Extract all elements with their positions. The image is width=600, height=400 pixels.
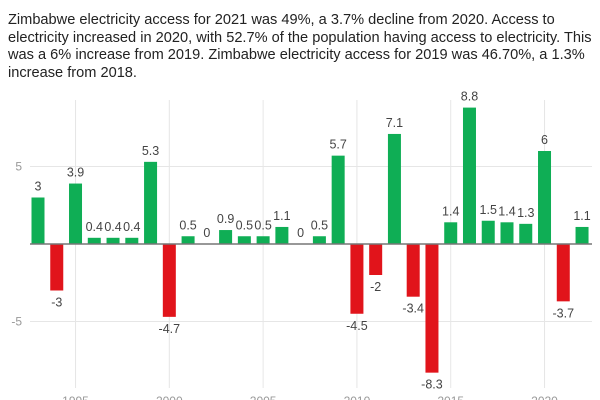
x-tick-label: 2010 [344, 394, 371, 400]
data-label-2018: 1.4 [498, 204, 515, 218]
data-label-1993: 3 [35, 180, 42, 194]
bar-1994 [50, 244, 64, 291]
data-label-2021: -3.7 [553, 306, 575, 320]
x-tick-label: 1995 [62, 394, 89, 400]
bar-1999 [144, 161, 158, 244]
bar-1997 [106, 237, 120, 244]
x-tick-label: 2015 [437, 394, 464, 400]
data-label-2006: 1.1 [273, 209, 290, 223]
x-tick-label: 2005 [250, 394, 277, 400]
data-label-2008: 0.5 [311, 218, 328, 232]
data-label-2000: -4.7 [159, 322, 181, 336]
bar-1998 [125, 237, 139, 244]
data-label-2004: 0.5 [236, 218, 253, 232]
bar-1996 [87, 237, 101, 244]
x-tick-label: 2020 [531, 394, 558, 400]
data-label-1999: 5.3 [142, 144, 159, 158]
data-label-1998: 0.4 [123, 220, 140, 234]
data-label-2017: 1.5 [480, 203, 497, 217]
x-tick-label: 2000 [156, 394, 183, 400]
bar-2022 [575, 226, 589, 244]
bar-2000 [162, 244, 176, 317]
data-label-2001: 0.5 [179, 218, 196, 232]
bar-2010 [350, 244, 364, 314]
bar-2012 [387, 133, 401, 244]
y-tick-label: 5 [15, 160, 22, 174]
summary-text: Zimbabwe electricity access for 2021 was… [8, 12, 592, 81]
data-label-2002: 0 [203, 226, 210, 240]
bar-2004 [237, 236, 251, 244]
data-label-1995: 3.9 [67, 166, 84, 180]
data-label-2011: -2 [370, 280, 381, 294]
bar-2008 [312, 236, 326, 244]
data-label-2013: -3.4 [402, 302, 424, 316]
data-label-1997: 0.4 [104, 220, 121, 234]
bar-2009 [331, 155, 345, 244]
data-label-2015: 1.4 [442, 204, 459, 218]
bar-2015 [444, 222, 458, 244]
data-label-2016: 8.8 [461, 90, 478, 104]
bar-2021 [556, 244, 570, 302]
data-label-2020: 6 [541, 133, 548, 147]
data-label-2005: 0.5 [254, 218, 271, 232]
bar-2016 [462, 107, 476, 244]
bar-2020 [538, 151, 552, 244]
data-label-2022: 1.1 [573, 209, 590, 223]
bar-2014 [425, 244, 439, 373]
data-label-2010: -4.5 [346, 319, 368, 333]
y-tick-label: -5 [11, 315, 22, 329]
data-label-2014: -8.3 [421, 378, 443, 392]
bar-2003 [219, 230, 233, 244]
bar-2013 [406, 244, 420, 297]
data-label-2012: 7.1 [386, 116, 403, 130]
data-label-1994: -3 [51, 296, 62, 310]
bar-2005 [256, 236, 270, 244]
data-label-1996: 0.4 [86, 220, 103, 234]
bar-2011 [369, 244, 383, 275]
bar-1995 [69, 183, 83, 244]
bar-2001 [181, 236, 195, 244]
bar-2006 [275, 226, 289, 244]
data-label-2003: 0.9 [217, 212, 234, 226]
bar-2017 [481, 220, 495, 244]
bar-1993 [31, 197, 45, 244]
data-label-2009: 5.7 [329, 138, 346, 152]
bar-2018 [500, 222, 514, 244]
bar-2019 [519, 223, 533, 244]
data-label-2007: 0 [297, 226, 304, 240]
data-label-2019: 1.3 [517, 206, 534, 220]
